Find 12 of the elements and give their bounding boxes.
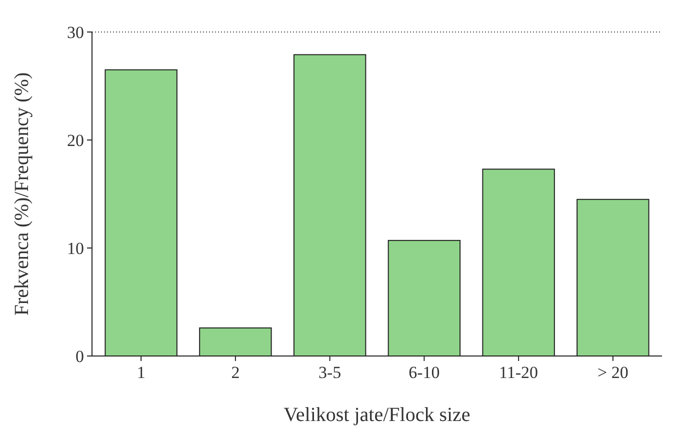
y-tick-label: 20 <box>67 130 84 150</box>
y-tick-label: 10 <box>67 238 84 258</box>
x-tick-label: 1 <box>136 363 146 382</box>
y-axis-title: Frekvenca (%)/Frequency (%) <box>11 72 33 316</box>
x-tick-label: > 20 <box>598 363 628 382</box>
x-tick-label: 6-10 <box>408 363 440 382</box>
x-tick-label: 3-5 <box>318 363 342 382</box>
y-tick-label: 0 <box>76 346 84 366</box>
x-axis-title: Velikost jate/Flock size <box>284 404 470 426</box>
x-tick-label: 11-20 <box>499 363 538 382</box>
y-tick-label: 30 <box>67 22 84 42</box>
x-tick-label: 2 <box>231 363 240 382</box>
